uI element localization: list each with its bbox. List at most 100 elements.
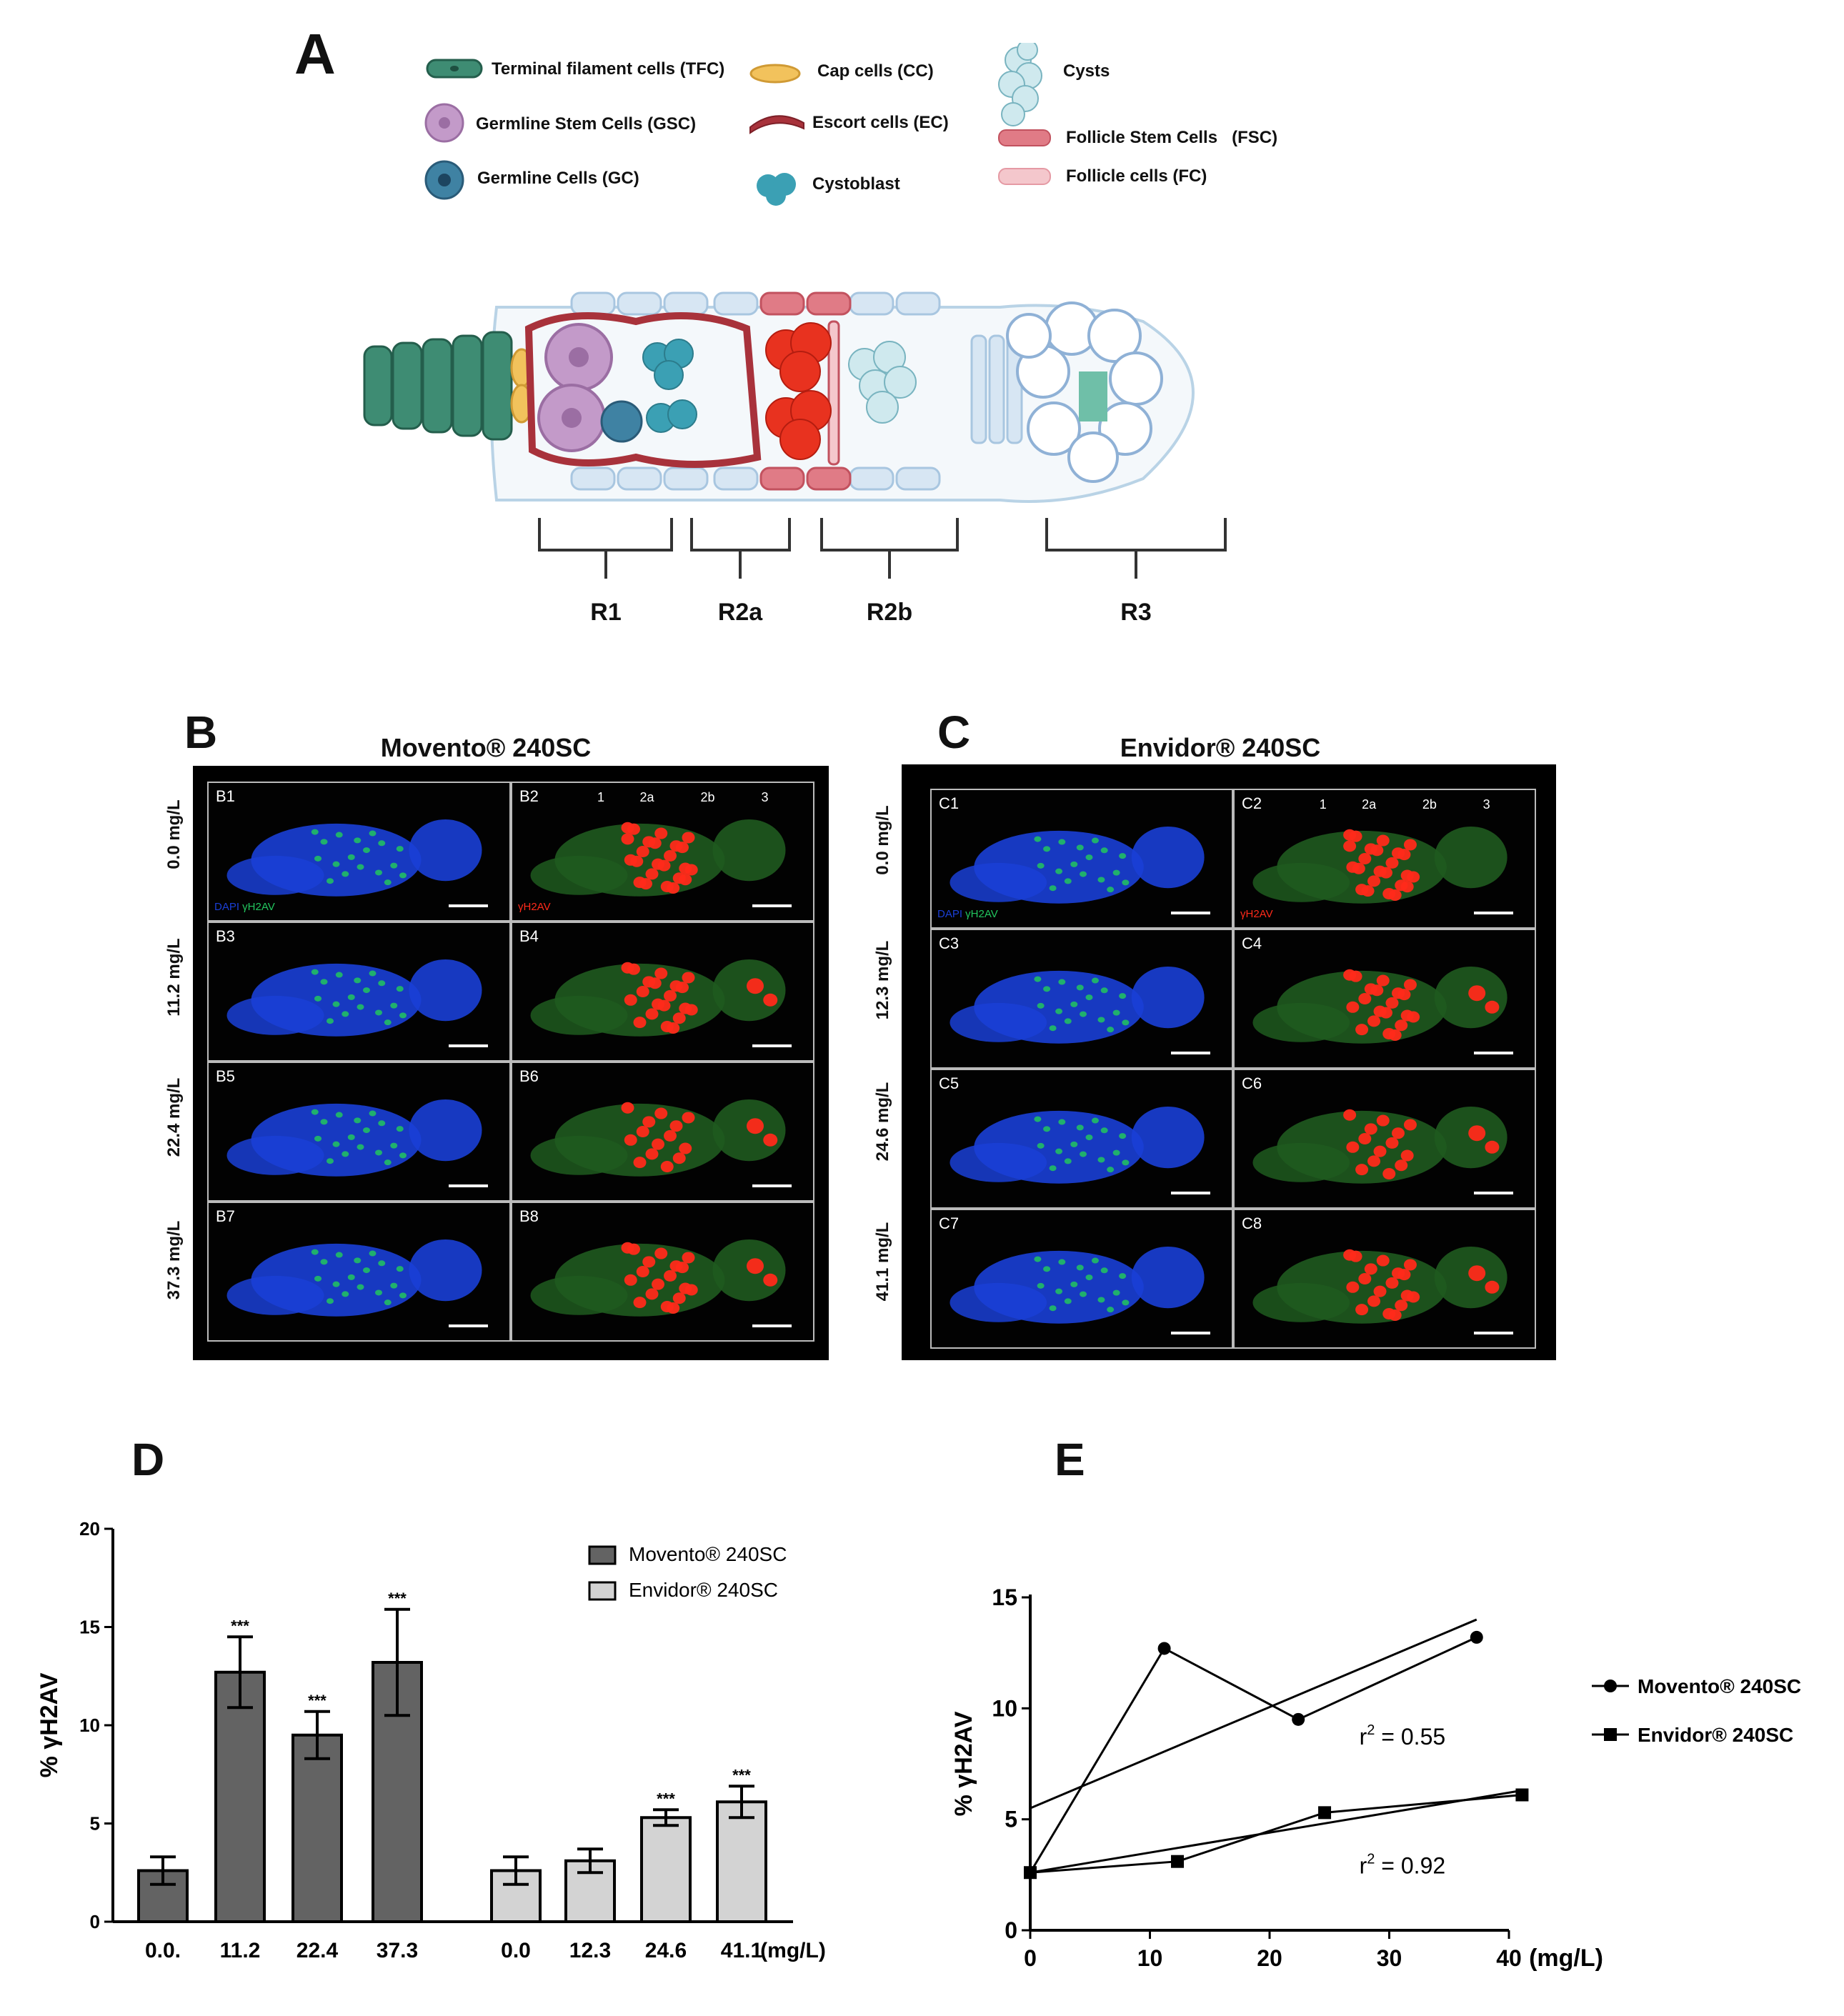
d-y-tick-label: 0 (90, 1911, 100, 1932)
e-fit-line (1030, 1618, 1477, 1810)
region-r1-label: R1 (590, 599, 622, 626)
d-x-tick-label: 12.3 (569, 1939, 611, 1962)
panel-b-conc-0: 0.0 mg/L (164, 799, 184, 869)
fc-icon (998, 168, 1051, 185)
scale-bar (1474, 1052, 1513, 1054)
panel-c-conc-1: 12.3 mg/L (873, 940, 892, 1020)
scale-bar (752, 904, 792, 907)
legend-cysts-label: Cysts (1063, 61, 1110, 81)
cystoblast-icon (757, 173, 796, 206)
legend-fsc-label: Follicle Stem Cells (FSC) (1066, 128, 1278, 147)
scale-bar (752, 1324, 792, 1327)
d-y-tick-label: 20 (79, 1518, 100, 1540)
scale-bar (1171, 1052, 1210, 1054)
panelB-region-mark: 3 (761, 790, 769, 804)
e-x-tick-label: 20 (1257, 1945, 1282, 1971)
d-significance: *** (732, 1766, 751, 1784)
d-legend-label: Movento® 240SC (629, 1543, 787, 1565)
panelB-image-b4: B4 (511, 922, 814, 1062)
legend-gsc-label: Germline Stem Cells (GSC) (476, 114, 697, 134)
panelB-image-b3: B3 (207, 922, 511, 1062)
d-y-tick-label: 5 (90, 1813, 100, 1835)
e-x-axis-label: (mg/L) (1529, 1945, 1603, 1972)
e-series-line (1029, 1636, 1477, 1873)
germarium-diagram (363, 291, 1195, 503)
panelC-image-label: C2 (1242, 794, 1262, 812)
d-x-axis-label: (mg/L) (760, 1939, 826, 1962)
e-point (1292, 1712, 1305, 1726)
d-y-axis-label: % γH2AV (36, 1672, 63, 1777)
scale-bar (1171, 912, 1210, 914)
terminal-filament (363, 331, 513, 441)
panelC-image-c8: C8 (1233, 1209, 1536, 1349)
panelB-channel-label: γH2AV (518, 901, 551, 913)
d-legend-label: Envidor® 240SC (629, 1579, 778, 1601)
d-x-tick-label: 0.0. (145, 1939, 181, 1962)
panelC-image-c1: C1 DAPI γH2AV (930, 789, 1233, 929)
panelC-image-label: C5 (939, 1074, 960, 1092)
scale-bar (752, 1044, 792, 1047)
d-legend-swatch (588, 1545, 617, 1565)
e-y-axis-label: % γH2AV (950, 1711, 977, 1816)
panelB-region-mark: 2a (639, 790, 654, 804)
e-fit-line (1030, 1789, 1522, 1874)
scale-bar (449, 1044, 488, 1047)
panel-d-letter: D (131, 1434, 165, 1485)
panelB-image-label: B5 (216, 1067, 235, 1085)
region-r3-label: R3 (1120, 599, 1152, 626)
channel-red: γH2AV (518, 901, 551, 913)
panel-b-conc-1: 11.2 mg/L (164, 938, 184, 1017)
cc-icon (749, 64, 801, 84)
e-legend-label: Movento® 240SC (1638, 1675, 1801, 1697)
panel-c-title: Envidor® 240SC (1120, 733, 1321, 762)
legend-cystoblast-label: Cystoblast (812, 174, 900, 194)
e-x-tick-label: 0 (1024, 1945, 1037, 1971)
d-x-tick-label: 24.6 (645, 1939, 687, 1962)
scale-bar (1474, 1332, 1513, 1334)
channel-red: γH2AV (1240, 908, 1273, 920)
e-legend-marker (1604, 1728, 1617, 1741)
d-significance: *** (308, 1692, 327, 1710)
scale-bar (449, 1184, 488, 1187)
legend-tfc-label: Terminal filament cells (TFC) (492, 59, 725, 79)
d-x-tick-label: 0.0 (501, 1939, 531, 1962)
panelC-image-label: C4 (1242, 934, 1262, 952)
d-y-tick-label: 10 (79, 1715, 100, 1736)
e-y-tick-label: 5 (1005, 1807, 1017, 1832)
e-point (1024, 1866, 1037, 1880)
region-brackets (538, 518, 1227, 579)
panelB-region-mark: 1 (597, 790, 605, 804)
d-x-tick-label: 11.2 (220, 1939, 261, 1962)
d-significance: *** (231, 1617, 249, 1635)
legend-ec-label: Escort cells (EC) (812, 113, 949, 132)
panelB-image-label: B3 (216, 927, 235, 945)
e-x-tick-label: 40 (1496, 1945, 1522, 1971)
e-point (1470, 1630, 1483, 1644)
panel-c-conc-2: 24.6 mg/L (873, 1082, 892, 1162)
d-bar (214, 1670, 266, 1923)
panelC-image-c5: C5 (930, 1069, 1233, 1209)
panelB-image-label: B4 (519, 927, 539, 945)
ec-icon (749, 115, 804, 134)
d-significance: *** (388, 1590, 407, 1607)
panelB-image-b7: B7 (207, 1202, 511, 1342)
d-bar (291, 1733, 343, 1923)
scale-bar (449, 904, 488, 907)
panelC-region-mark: 3 (1482, 797, 1490, 812)
panelB-image-b2: B2 1 2a 2b 3 γH2AV (511, 782, 814, 922)
scale-bar (1474, 1192, 1513, 1194)
fsc-icon (998, 129, 1051, 146)
legend-icons (424, 43, 1051, 206)
panelB-image-label: B7 (216, 1207, 235, 1225)
panelB-image-label: B8 (519, 1207, 539, 1225)
e-r2-label: r2 = 0.55 (1360, 1722, 1446, 1750)
panel-c-letter: C (937, 707, 971, 758)
panelB-image-label: B2 (519, 787, 539, 805)
d-bar (716, 1800, 767, 1923)
panelC-region-mark: 1 (1319, 797, 1327, 812)
scale-bar (449, 1324, 488, 1327)
panel-e-line-chart: 0 5 10 15 0 10 20 30 40 (mg/L) % γH2AV r2 = 0.55 Mov… (950, 1585, 1801, 1972)
panelC-image-label: C7 (939, 1214, 960, 1232)
e-point (1318, 1806, 1332, 1820)
region-r2a-label: R2a (717, 599, 763, 626)
